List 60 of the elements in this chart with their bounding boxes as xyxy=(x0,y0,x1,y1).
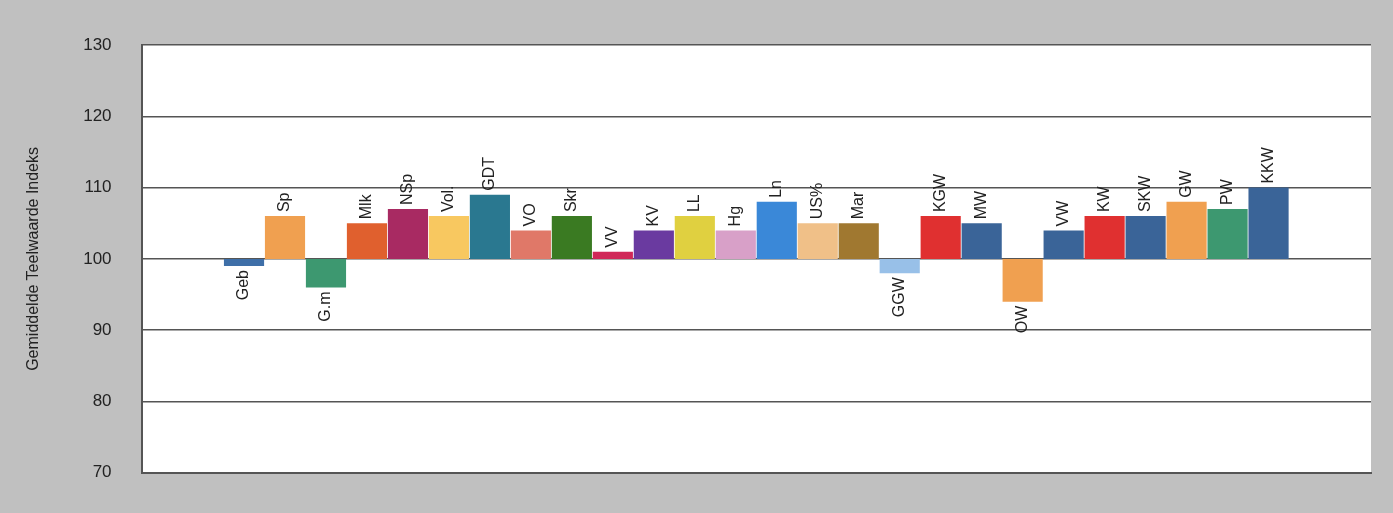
x-tick-label: OW xyxy=(1013,304,1031,334)
x-tick-label: KW xyxy=(1095,185,1113,213)
x-tick-label: Hg xyxy=(726,205,744,227)
bar xyxy=(469,194,510,259)
x-tick-label: Mar xyxy=(849,191,867,220)
x-tick-label: VW xyxy=(1054,199,1072,227)
bar xyxy=(346,223,388,259)
x-tick-label: G.m xyxy=(316,291,334,322)
bar xyxy=(633,230,674,259)
x-tick-label: VO xyxy=(521,203,539,227)
x-tick-label: MW xyxy=(972,189,990,220)
bar xyxy=(879,258,920,274)
bar xyxy=(428,216,469,259)
bar xyxy=(1043,230,1084,259)
x-tick-label: VV xyxy=(603,226,621,248)
bar xyxy=(510,230,551,259)
y-axis-title: Gemiddelde Teelwaarde Indeks xyxy=(24,146,42,371)
x-tick-label: SKW xyxy=(1136,174,1154,213)
x-tick-label: KGW xyxy=(931,173,949,213)
bar xyxy=(305,258,347,288)
y-tick-label: 120 xyxy=(83,105,112,125)
bar xyxy=(264,216,306,259)
x-tick-label: GDT xyxy=(480,156,498,191)
bar xyxy=(387,208,429,259)
bar xyxy=(797,223,838,259)
bar xyxy=(838,223,879,259)
x-tick-label: KV xyxy=(644,204,662,227)
x-tick-label: GW xyxy=(1176,169,1194,198)
y-tick-label: 90 xyxy=(92,319,112,339)
x-tick-label: Skr xyxy=(562,187,580,213)
bar xyxy=(1125,216,1166,259)
x-tick-label: Mlk xyxy=(357,193,375,220)
bar xyxy=(961,223,1002,259)
x-tick-label: GGW xyxy=(890,276,908,318)
y-tick-label: 130 xyxy=(83,34,112,54)
y-tick-label: 100 xyxy=(83,248,112,268)
bar xyxy=(1084,216,1125,259)
bar xyxy=(1002,258,1043,302)
x-tick-label: NSp xyxy=(398,173,416,205)
x-tick-label: Sp xyxy=(275,192,293,213)
x-tick-label: Geb xyxy=(234,269,252,301)
y-tick-label: 80 xyxy=(92,391,112,411)
bar xyxy=(715,230,756,259)
bar xyxy=(756,201,797,259)
x-tick-label: US% xyxy=(808,182,826,220)
y-tick-label: 110 xyxy=(84,177,112,197)
bar xyxy=(1207,208,1248,259)
bar xyxy=(920,216,961,259)
x-tick-label: LL xyxy=(685,194,703,213)
y-tick-label: 70 xyxy=(92,462,112,482)
x-tick-label: KKW xyxy=(1258,146,1276,184)
bar xyxy=(223,258,265,267)
x-tick-label: Vol. xyxy=(439,185,457,213)
bar xyxy=(674,216,715,259)
bar xyxy=(1248,187,1289,259)
x-tick-label: PW xyxy=(1217,178,1235,205)
bar xyxy=(551,216,592,259)
bar xyxy=(1166,201,1207,259)
x-tick-label: Ln xyxy=(767,180,785,198)
bar xyxy=(592,251,633,259)
